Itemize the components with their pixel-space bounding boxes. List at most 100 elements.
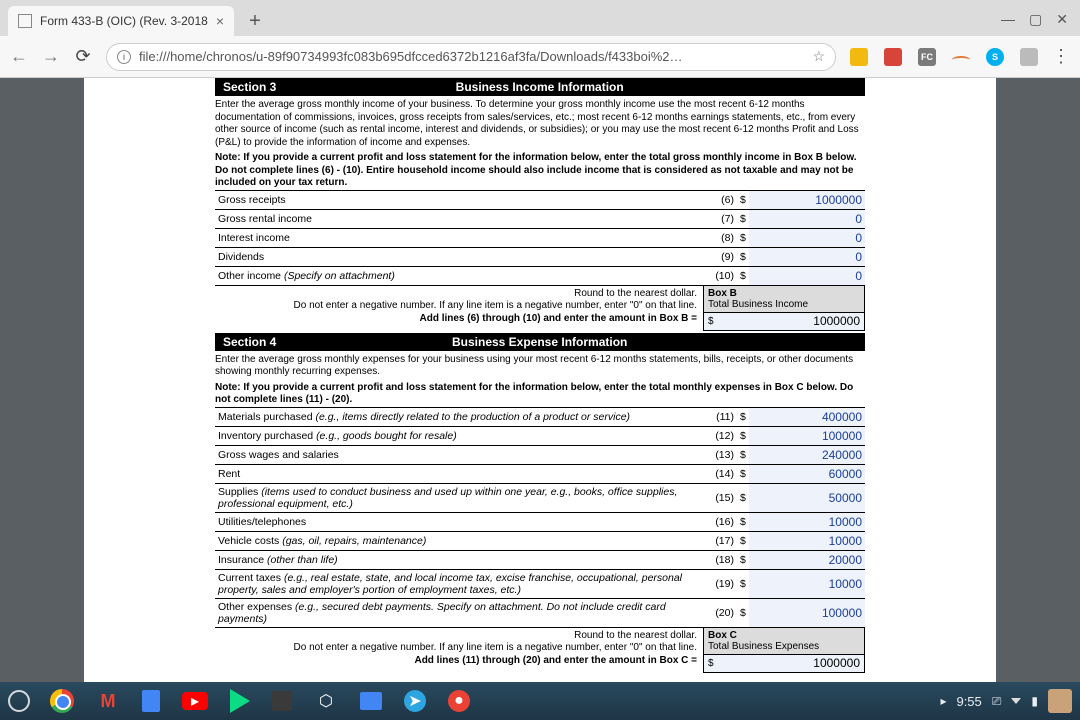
dollar-sign: $ <box>737 483 749 512</box>
section-4-header: Section 4 Business Expense Information <box>215 333 865 351</box>
section-4-intro: Enter the average gross monthly expenses… <box>215 354 865 379</box>
bookmark-star-icon[interactable]: ☆ <box>812 48 825 65</box>
line-label: Utilities/telephones <box>215 512 705 531</box>
forward-button[interactable]: → <box>42 46 60 67</box>
extension-icon[interactable]: S <box>986 48 1004 66</box>
form-line-row: Supplies (items used to conduct business… <box>215 483 865 512</box>
form-line-row: Other income (Specify on attachment)(10)… <box>215 266 865 285</box>
tab-close-icon[interactable]: × <box>216 13 224 29</box>
shelf-status-area[interactable]: ▸ 9:55 ⎚ ▮ <box>940 689 1072 713</box>
round-hint: Round to the nearest dollar. <box>215 630 697 643</box>
address-bar[interactable]: i file:///home/chronos/u-89f90734993fc08… <box>106 43 836 71</box>
new-tab-button[interactable]: + <box>242 8 268 34</box>
section-3-title: Business Income Information <box>284 80 865 94</box>
youtube-app-icon[interactable]: ▸ <box>182 692 208 710</box>
extension-icons: FC S <box>850 48 1038 66</box>
mic-app-icon[interactable]: ● <box>448 690 470 712</box>
line-label: Gross wages and salaries <box>215 445 705 464</box>
cast-icon[interactable]: ▸ <box>940 694 946 708</box>
line-number: (15) <box>705 483 737 512</box>
shelf-apps: M ▸ ⬡ ➤ ● <box>50 689 470 713</box>
line-value-input[interactable]: 0 <box>749 209 865 228</box>
line-label: Dividends <box>215 247 705 266</box>
pdf-viewport[interactable]: Section 3 Business Income Information En… <box>0 78 1080 682</box>
line-value-input[interactable]: 50000 <box>749 483 865 512</box>
line-label: Interest income <box>215 228 705 247</box>
dollar-sign: $ <box>737 426 749 445</box>
line-label: Rent <box>215 464 705 483</box>
line-number: (18) <box>705 550 737 569</box>
line-value-input[interactable]: 10000 <box>749 531 865 550</box>
extension-icon[interactable] <box>850 48 868 66</box>
line-label: Inventory purchased (e.g., goods bought … <box>215 426 705 445</box>
play-app-icon[interactable] <box>230 689 250 713</box>
section-3-total-block: Round to the nearest dollar. Do not ente… <box>215 286 865 331</box>
extension-icon[interactable] <box>884 48 902 66</box>
section-4-note: Note: If you provide a current profit an… <box>215 382 865 407</box>
browser-tab[interactable]: Form 433-B (OIC) (Rev. 3-2018 × <box>8 6 234 36</box>
form-line-row: Inventory purchased (e.g., goods bought … <box>215 426 865 445</box>
browser-menu-button[interactable]: ⋮ <box>1052 46 1070 67</box>
box-b-value-row[interactable]: $ 1000000 <box>704 312 864 330</box>
maximize-button[interactable]: ▢ <box>1029 11 1042 28</box>
site-info-icon[interactable]: i <box>117 50 131 64</box>
line-number: (13) <box>705 445 737 464</box>
section-4-tag: Section 4 <box>215 335 284 349</box>
line-value-input[interactable]: 0 <box>749 228 865 247</box>
form-line-row: Rent (14)$60000 <box>215 464 865 483</box>
tab-title: Form 433-B (OIC) (Rev. 3-2018 <box>40 14 208 28</box>
form-line-row: Materials purchased (e.g., items directl… <box>215 407 865 426</box>
user-avatar[interactable] <box>1048 689 1072 713</box>
line-value-input[interactable]: 10000 <box>749 512 865 531</box>
line-value-input[interactable]: 100000 <box>749 426 865 445</box>
back-button[interactable]: ← <box>10 46 28 67</box>
clock: 9:55 <box>956 694 981 709</box>
dollar-sign: $ <box>737 531 749 550</box>
docs-app-icon[interactable] <box>142 690 160 712</box>
display-icon[interactable]: ⎚ <box>992 694 1002 709</box>
telegram-app-icon[interactable]: ➤ <box>404 690 426 712</box>
line-value-input[interactable]: 1000000 <box>749 190 865 209</box>
extension-icon[interactable] <box>1020 48 1038 66</box>
line-label: Other expenses (e.g., secured debt payme… <box>215 598 705 627</box>
line-number: (6) <box>705 190 737 209</box>
wifi-icon[interactable] <box>1011 698 1021 704</box>
close-window-button[interactable]: ✕ <box>1056 11 1068 28</box>
minimize-button[interactable]: — <box>1001 11 1015 28</box>
line-value-input[interactable]: 0 <box>749 247 865 266</box>
app-icon[interactable]: ⬡ <box>314 689 338 713</box>
line-value-input[interactable]: 20000 <box>749 550 865 569</box>
dollar-sign: $ <box>737 209 749 228</box>
dollar-sign: $ <box>737 266 749 285</box>
chrome-app-icon[interactable] <box>50 689 74 713</box>
files-app-icon[interactable] <box>360 692 382 710</box>
extension-icon[interactable]: FC <box>918 48 936 66</box>
extension-icon[interactable] <box>952 48 970 66</box>
add-lines-text: Add lines (11) through (20) and enter th… <box>215 655 697 668</box>
line-value-input[interactable]: 60000 <box>749 464 865 483</box>
form-line-row: Vehicle costs (gas, oil, repairs, mainte… <box>215 531 865 550</box>
dollar-sign: $ <box>737 550 749 569</box>
app-icon[interactable] <box>272 691 292 711</box>
battery-icon[interactable]: ▮ <box>1031 694 1038 708</box>
form-line-row: Current taxes (e.g., real estate, state,… <box>215 569 865 598</box>
reload-button[interactable]: ⟳ <box>74 46 92 67</box>
line-label: Materials purchased (e.g., items directl… <box>215 407 705 426</box>
gmail-app-icon[interactable]: M <box>96 689 120 713</box>
line-value-input[interactable]: 100000 <box>749 598 865 627</box>
box-c-value-row[interactable]: $ 1000000 <box>704 654 864 672</box>
line-value-input[interactable]: 10000 <box>749 569 865 598</box>
negative-hint: Do not enter a negative number. If any l… <box>215 642 697 655</box>
launcher-button[interactable] <box>8 690 30 712</box>
box-b-value: 1000000 <box>718 314 864 328</box>
round-hint: Round to the nearest dollar. <box>215 288 697 301</box>
negative-hint: Do not enter a negative number. If any l… <box>215 300 697 313</box>
url-text: file:///home/chronos/u-89f90734993fc083b… <box>139 49 804 64</box>
line-value-input[interactable]: 0 <box>749 266 865 285</box>
form-line-row: Utilities/telephones (16)$10000 <box>215 512 865 531</box>
line-number: (10) <box>705 266 737 285</box>
line-value-input[interactable]: 240000 <box>749 445 865 464</box>
section-3-header: Section 3 Business Income Information <box>215 78 865 96</box>
section-4-total-block: Round to the nearest dollar. Do not ente… <box>215 628 865 673</box>
line-value-input[interactable]: 400000 <box>749 407 865 426</box>
